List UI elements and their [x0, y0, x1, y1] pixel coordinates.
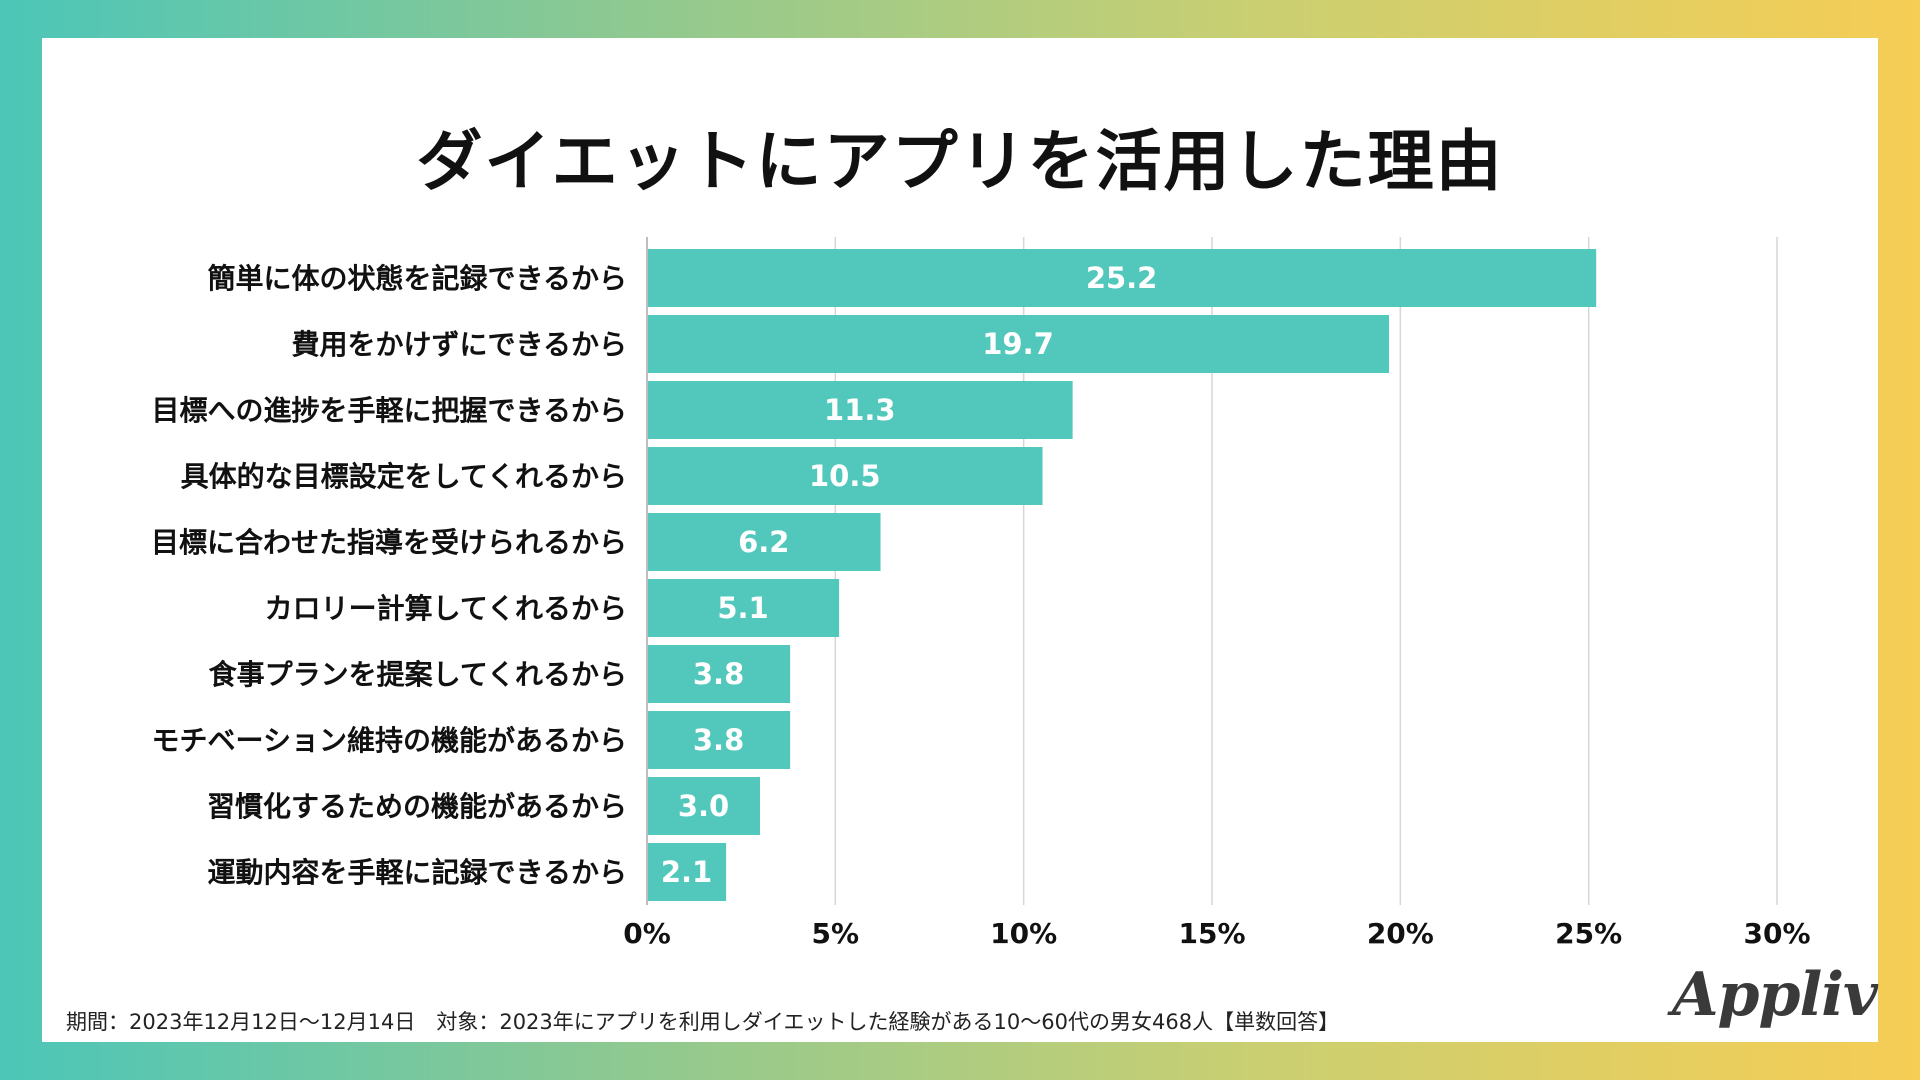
category-label-7: モチベーション維持の機能があるから: [152, 724, 627, 757]
category-label-9: 運動内容を手軽に記録できるから: [208, 856, 627, 889]
bar-9: [647, 843, 727, 901]
x-tick-label-5: 25%: [1555, 917, 1622, 950]
bar-0: [647, 249, 1597, 307]
category-label-6: 食事プランを提案してくれるから: [209, 658, 627, 691]
x-tick-label-2: 10%: [990, 917, 1057, 950]
x-tick-label-1: 5%: [812, 917, 860, 950]
value-label-4: 6.2: [738, 525, 789, 559]
value-label-2: 11.3: [824, 393, 896, 427]
appliv-logo: Appliv: [1672, 960, 1878, 1030]
chart-card: ダイエットにアプリを活用した理由 0% 5% 10% 15% 20% 25% 30% 簡単に体…: [42, 38, 1878, 1042]
category-label-3: 具体的な目標設定をしてくれるから: [181, 460, 627, 493]
category-label-8: 習慣化するための機能があるから: [207, 790, 627, 823]
bar-8: [647, 777, 760, 835]
bar-4: [647, 513, 881, 571]
value-label-3: 10.5: [809, 459, 881, 493]
chart-title: ダイエットにアプリを活用した理由: [416, 123, 1504, 200]
value-label-0: 25.2: [1086, 261, 1158, 295]
category-label-4: 目標に合わせた指導を受けられるから: [151, 526, 627, 559]
category-label-0: 簡単に体の状態を記録できるから: [208, 262, 627, 295]
x-tick-label-6: 30%: [1743, 917, 1810, 950]
x-tick-label-0: 0%: [623, 917, 671, 950]
bar-3: [647, 447, 1043, 505]
bar-6: [647, 645, 791, 703]
category-label-2: 目標への進捗を手軽に把握できるから: [152, 394, 627, 427]
bar-2: [647, 381, 1073, 439]
bar-5: [647, 579, 840, 637]
bar-chart: 0% 5% 10% 15% 20% 25% 30% 簡単に体の状態を記録できるから 25.2 費用…: [151, 237, 1811, 950]
value-label-9: 2.1: [661, 855, 712, 889]
bar-1: [647, 315, 1390, 373]
value-label-1: 19.7: [982, 327, 1054, 361]
value-label-6: 3.8: [693, 657, 744, 691]
value-label-7: 3.8: [693, 723, 744, 757]
x-tick-label-3: 15%: [1178, 917, 1245, 950]
value-label-8: 3.0: [678, 789, 729, 823]
category-label-5: カロリー計算してくれるから: [265, 592, 627, 625]
category-label-1: 費用をかけずにできるから: [292, 328, 627, 361]
bar-7: [647, 711, 791, 769]
value-label-5: 5.1: [717, 591, 768, 625]
x-tick-label-4: 20%: [1367, 917, 1434, 950]
footnote: 期間：2023年12月12日〜12月14日 対象：2023年にアプリを利用しダイ…: [66, 1010, 1340, 1034]
